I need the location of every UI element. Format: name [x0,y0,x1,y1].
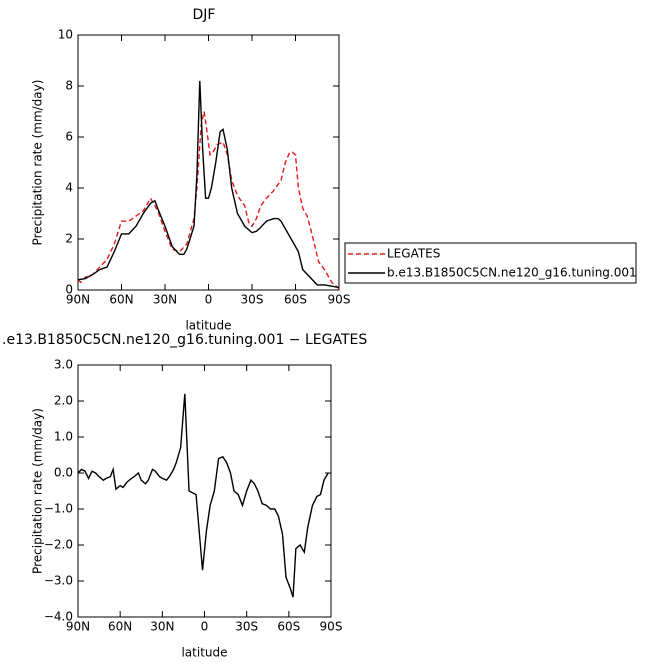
x-tick-label: 60S [284,293,307,307]
x-tick-label: 0 [205,293,213,307]
x-tick-label: 0 [201,620,209,634]
x-axis-label: latitude [185,319,231,333]
y-tick-label: 10 [58,28,73,42]
x-tick-label: 60S [277,620,300,634]
x-tick-label: 90S [320,620,343,634]
data-line [77,393,329,598]
legend-box [344,242,637,284]
y-tick-label: 2.0 [54,394,73,408]
x-tick-label: 30S [235,620,258,634]
y-tick-label: 6 [65,130,73,144]
x-tick-label: 90N [66,620,90,634]
x-tick-label: 90S [328,293,351,307]
y-tick-label: 0.0 [54,466,73,480]
y-tick-label: −3.0 [44,574,73,588]
x-tick-label: 30N [150,620,174,634]
y-tick-label: 4 [65,181,73,195]
chart-title: DJF [193,7,216,23]
x-tick-label: 30N [153,293,177,307]
data-line [77,111,340,290]
legend-label: LEGATES [387,247,440,261]
y-tick-label: 2 [65,232,73,246]
y-tick-label: −2.0 [44,538,73,552]
y-tick-label: −4.0 [44,610,73,624]
y-axis-label: Precipitation rate (mm/day) [31,80,45,246]
x-axis-label: latitude [181,646,227,660]
x-tick-label: 30S [241,293,264,307]
y-tick-label: 1.0 [54,430,73,444]
y-tick-label: −1.0 [44,502,73,516]
chart-title: .e13.B1850C5CN.ne120_g16.tuning.001 − LE… [2,332,367,348]
x-tick-label: 60N [108,620,132,634]
data-line [77,80,340,289]
y-axis-label: Precipitation rate (mm/day) [31,408,45,574]
y-tick-label: 3.0 [54,358,73,372]
x-tick-label: 90N [66,293,90,307]
plot-frame [77,34,340,291]
x-tick-label: 60N [109,293,133,307]
plot-frame [77,364,332,618]
y-tick-label: 0 [65,283,73,297]
legend-label: b.e13.B1850C5CN.ne120_g16.tuning.001 [387,266,637,280]
y-tick-label: 8 [65,79,73,93]
